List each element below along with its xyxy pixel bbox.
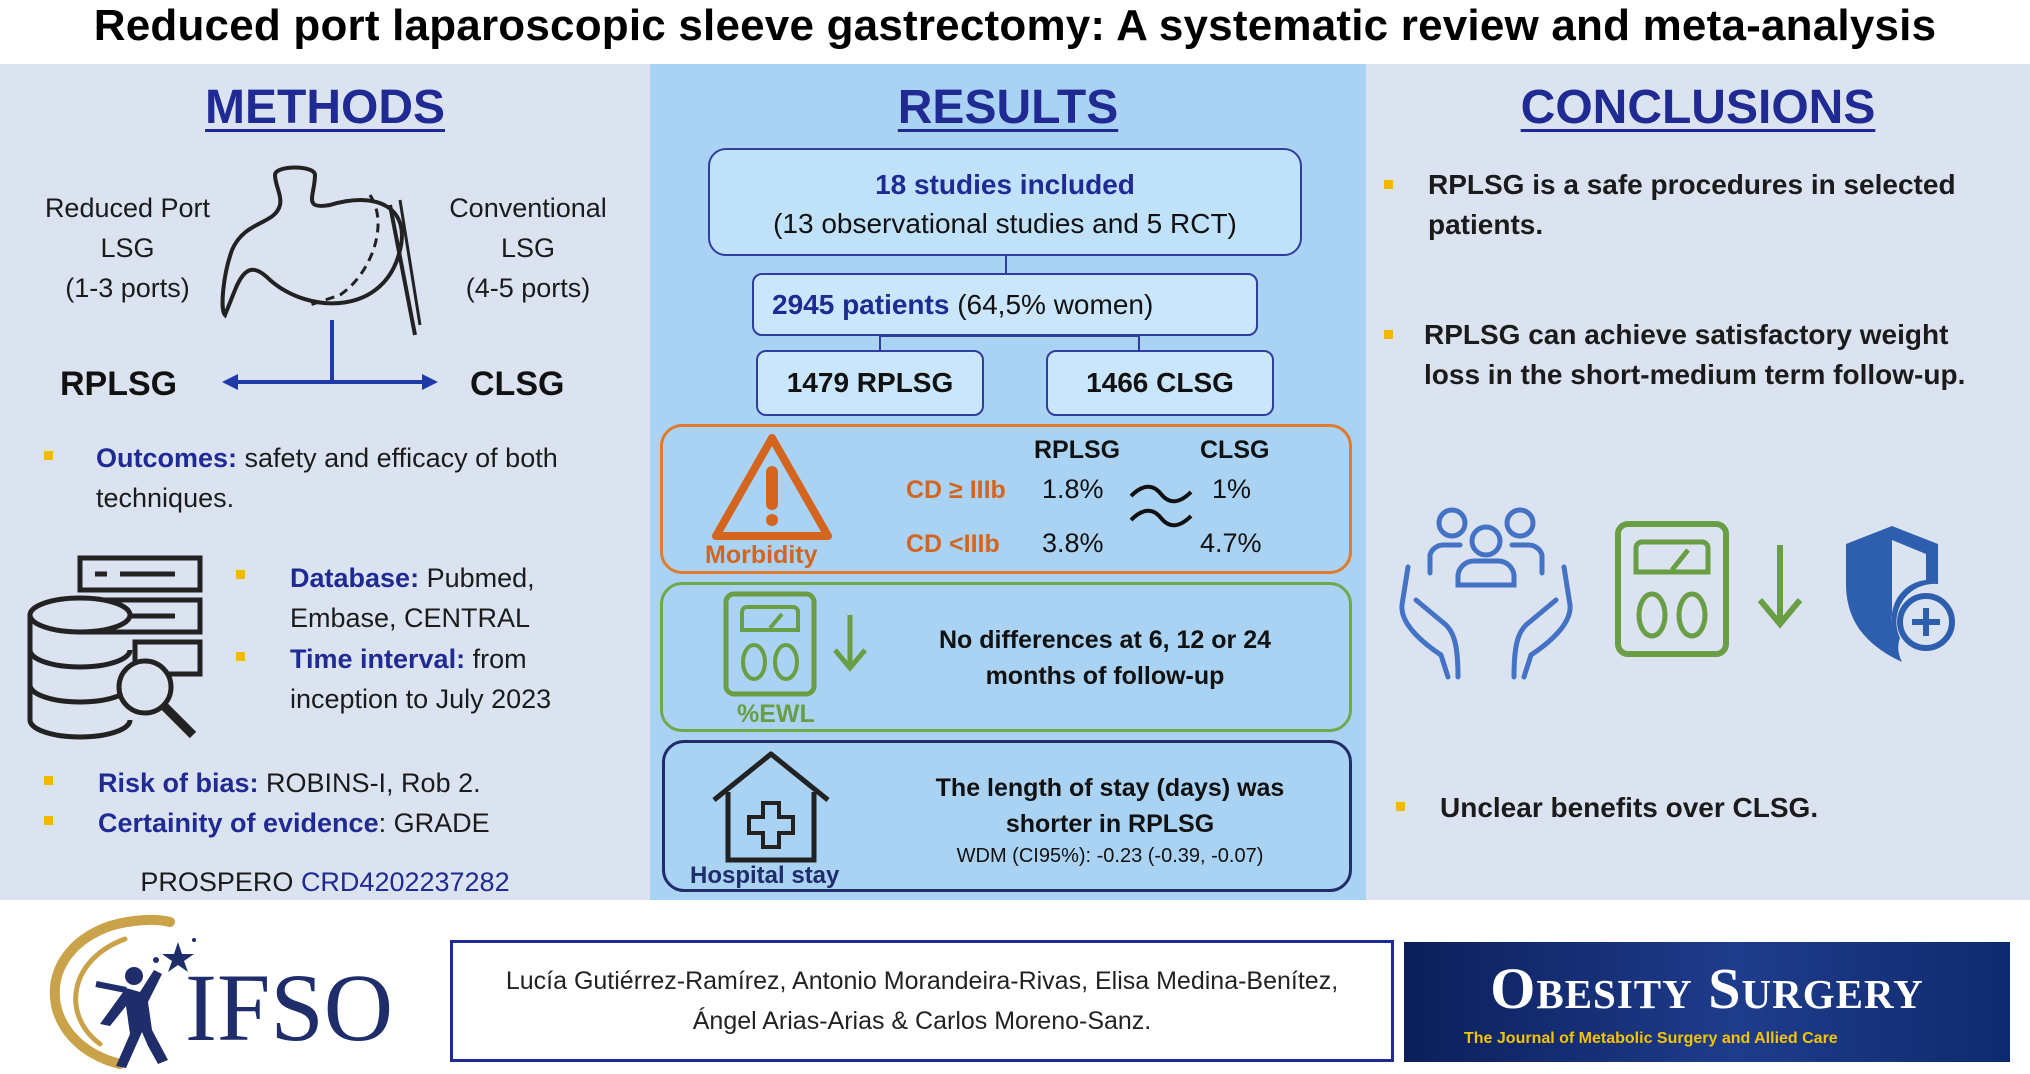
results-heading: RESULTS [897, 81, 1119, 134]
outcomes-text: Outcomes: safety and efficacy of both te… [96, 443, 558, 513]
methods-panel [0, 64, 650, 900]
conclusion-3: Unclear benefits over CLSG. [1440, 792, 1819, 823]
ifso-wordmark: IFSO [185, 954, 394, 1061]
reduced-port-label: Reduced Port LSG (1-3 ports) [44, 193, 211, 303]
authors-box: Lucía Gutiérrez-Ramírez, Antonio Morande… [450, 940, 1394, 1062]
comparison-arrow-icon [222, 320, 438, 390]
journal-cover: Obesity Surgery The Journal of Metabolic… [1404, 942, 2010, 1062]
clsg-count-box: 1466 CLSG [1046, 350, 1274, 416]
cd-iiib-high-clsg: 1% [1212, 474, 1252, 504]
bullet [1384, 330, 1393, 339]
rplsg-label: RPLSG [60, 365, 178, 403]
morbidity-label: Morbidity [705, 541, 818, 569]
approx-equal-icon [1129, 484, 1193, 528]
bullet [1384, 180, 1393, 189]
weight-loss-icon [1615, 521, 1803, 657]
cd-iiib-low-clsg: 4.7% [1200, 528, 1262, 558]
people-care-icon [1399, 507, 1573, 680]
conventional-label: Conventional LSG (4-5 ports) [449, 193, 607, 303]
conclusions-heading: CONCLUSIONS [1520, 81, 1876, 134]
database-text: Database: Pubmed, Embase, CENTRAL [290, 563, 535, 633]
certainty-text: Certainity of evidence: GRADE [98, 808, 490, 838]
page-title: Reduced port laparoscopic sleeve gastrec… [93, 1, 1937, 50]
weight-scale-icon [723, 591, 867, 697]
wdm-text: WDM (CI95%): -0.23 (-0.39, -0.07) [956, 845, 1264, 867]
bullet [44, 816, 53, 825]
conclusion-1: RPLSG is a safe procedures in selected p… [1428, 169, 1956, 240]
shield-plus-icon [1846, 526, 1955, 662]
cd-iiib-low-rplsg: 3.8% [1042, 528, 1104, 558]
conclusions-panel [1366, 64, 2030, 900]
cd-iiib-high-label: CD ≥ IIIb [906, 476, 1006, 504]
bullet [236, 652, 245, 661]
hospital-stay-box [662, 740, 1352, 892]
flow-connectors [879, 256, 1140, 350]
hospital-icon [712, 751, 830, 863]
clsg-label: CLSG [470, 365, 565, 403]
hospital-stay-label: Hospital stay [690, 862, 840, 889]
warning-icon [712, 434, 832, 540]
hospital-stay-text: The length of stay (days) was shorter in… [935, 774, 1285, 838]
bullet [1396, 802, 1405, 811]
patients-box: 2945 patients (64,5% women) [752, 273, 1258, 336]
ewl-text: No differences at 6, 12 or 24 months of … [938, 626, 1272, 690]
studies-box: 18 studies included (13 observational st… [708, 148, 1302, 256]
rplsg-count-box: 1479 RPLSG [756, 350, 984, 416]
bullet [44, 451, 53, 460]
journal-title: Obesity Surgery [1490, 956, 1924, 1021]
morbidity-box [660, 424, 1352, 574]
journal-subtitle: The Journal of Metabolic Surgery and All… [1464, 1030, 1838, 1047]
prospero-text: PROSPERO CRD4202237282 [140, 867, 510, 897]
time-interval-text: Time interval: from inception to July 20… [290, 644, 552, 714]
ewl-box [660, 582, 1352, 732]
cd-iiib-low-label: CD <IIIb [906, 530, 1000, 558]
bullet [236, 570, 245, 579]
ifso-logo-icon [49, 914, 196, 1069]
methods-heading: METHODS [205, 81, 445, 134]
conclusion-2: RPLSG can achieve satisfactory weight lo… [1424, 319, 1966, 390]
risk-of-bias-text: Risk of bias: ROBINS-I, Rob 2. [98, 768, 481, 798]
cd-iiib-high-rplsg: 1.8% [1042, 474, 1104, 504]
database-icon [27, 555, 203, 740]
stomach-icon [220, 165, 422, 336]
ewl-label: %EWL [737, 700, 815, 728]
morbidity-col-rplsg: RPLSG [1034, 436, 1121, 464]
morbidity-col-clsg: CLSG [1200, 436, 1270, 464]
bullet [44, 776, 53, 785]
